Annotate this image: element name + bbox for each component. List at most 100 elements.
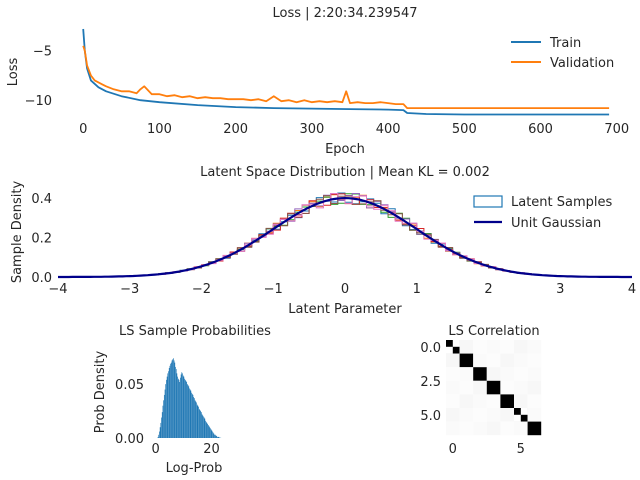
ls-corr-cell-6-6 [527, 421, 542, 436]
ls-prob-bar-38 [183, 376, 185, 438]
ls-prob-bar-58 [197, 405, 199, 438]
ls-prob-bar-42 [186, 382, 188, 438]
ls-prob-bar-7 [161, 412, 163, 438]
ls-prob-bar-29 [177, 376, 178, 438]
loss-plot-area: 0 100 200 300 400 500 600 700 −5 −10 [25, 28, 629, 137]
ls-prob-y-tick-label-0: 0.00 [115, 432, 144, 447]
latent-x-tick-label-6: 2 [484, 282, 492, 297]
ls-prob-bar-44 [187, 385, 189, 438]
ls-corr-cell-5-3 [486, 408, 501, 422]
latent-x-tick-label-2: −2 [192, 282, 211, 297]
ls-prob-bar-26 [175, 366, 176, 438]
latent-plot-area: −4 −3 −2 −1 0 1 2 3 4 0.0 0.2 0.4 [31, 192, 636, 297]
ls-prob-bar-86 [217, 436, 218, 438]
ls-prob-bar-59 [198, 406, 199, 438]
ls-prob-bar-2 [158, 434, 160, 438]
ls-prob-title: LS Sample Probabilities [119, 324, 271, 339]
ls-corr-cell-2-0 [446, 367, 460, 381]
ls-corr-title: LS Correlation [448, 324, 539, 339]
ls-prob-bar-28 [176, 373, 178, 438]
ls-prob-bar-32 [179, 382, 181, 438]
ls-prob-bar-34 [180, 374, 182, 438]
ls-prob-bar-12 [165, 384, 167, 438]
ls-corr-cell-2-6 [527, 367, 542, 381]
ls-corr-cell-6-4 [500, 421, 514, 436]
ls-prob-bar-67 [203, 417, 205, 438]
ls-corr-cell-2-3 [486, 367, 501, 381]
ls-prob-x-tick-label-0: 0 [151, 442, 159, 457]
loss-x-label: Epoch [325, 142, 365, 157]
ls-corr-cell-0-6 [527, 340, 542, 354]
ls-corr-cell-0-1 [459, 340, 474, 354]
ls-prob-bar-70 [205, 421, 207, 438]
latent-x-tick-label-7: 3 [556, 282, 564, 297]
ls-prob-bar-10 [163, 394, 165, 438]
loss-x-tick-label-4: 400 [376, 122, 401, 137]
ls-prob-bar-61 [199, 410, 201, 438]
latent-y-tick-label-2: 0.4 [31, 192, 52, 207]
legend-latent-samples-label: Latent Samples [511, 195, 613, 210]
ls-corr-cell-1-5 [514, 353, 528, 368]
ls-prob-bar-79 [212, 431, 213, 438]
ls-corr-cell-2-5 [514, 367, 528, 381]
ls-prob-bar-52 [193, 397, 195, 438]
latent-y-tick-label-0: 0.0 [31, 271, 52, 286]
ls-prob-bar-57 [196, 404, 198, 438]
legend-train-label: Train [549, 36, 581, 51]
ls-prob-bar-63 [200, 412, 202, 438]
ls-prob-bar-39 [184, 378, 185, 438]
ls-corr-y-tick-label-1: 2.5 [420, 375, 441, 390]
ls-prob-bar-48 [190, 390, 192, 438]
ls-corr-cell-3-0 [446, 380, 460, 395]
ls-corr-checker-b-0 [446, 346, 453, 354]
unit-gaussian-curve [58, 196, 632, 279]
ls-prob-bar-85 [216, 435, 218, 438]
ls-prob-bar-80 [212, 432, 214, 438]
ls-prob-bar-45 [188, 386, 190, 438]
loss-x-tick-label-6: 600 [528, 122, 553, 137]
ls-corr-y-tick-label-0: 0.0 [420, 341, 441, 356]
ls-prob-bar-75 [209, 427, 211, 438]
loss-x-tick-label-0: 0 [79, 122, 87, 137]
ls-prob-chart: LS Sample Probabilities 0 20 0.00 0.05 Log-… [93, 324, 271, 476]
ls-prob-plot-area: 0 20 0.00 0.05 [115, 358, 222, 457]
ls-corr-cell-5-6 [527, 408, 542, 422]
ls-prob-bar-83 [214, 434, 216, 438]
ls-corr-cell-4-6 [527, 394, 542, 408]
ls-corr-plot-area: 0 5 0.0 2.5 5.0 [420, 340, 542, 457]
ls-prob-x-tick-label-1: 20 [203, 442, 220, 457]
loss-x-tick-label-7: 700 [604, 122, 629, 137]
latent-x-tick-label-5: 1 [413, 282, 421, 297]
ls-prob-bar-47 [189, 389, 191, 438]
latent-title: Latent Space Distribution | Mean KL = 0.… [200, 165, 490, 180]
loss-chart: Loss | 2:20:34.239547 0 100 200 300 400 500 60… [6, 6, 629, 157]
latent-chart: Latent Space Distribution | Mean KL = 0.… [10, 165, 636, 317]
ls-corr-cell-3-4 [500, 380, 514, 395]
ls-corr-cell-5-2 [473, 408, 487, 422]
ls-corr-cell-5-4 [500, 408, 514, 422]
ls-prob-bar-60 [198, 408, 200, 438]
latent-x-tick-label-3: −1 [264, 282, 283, 297]
ls-corr-cell-3-2 [473, 380, 487, 395]
ls-prob-bar-25 [174, 362, 176, 438]
loss-y-tick-label-0: −5 [33, 45, 52, 60]
ls-corr-y-tick-label-2: 5.0 [420, 409, 441, 424]
ls-prob-bar-4 [159, 427, 161, 438]
ls-prob-bar-20 [170, 362, 172, 438]
latent-x-tick-label-4: 0 [341, 282, 349, 297]
ls-corr-cell-3-1 [459, 380, 474, 395]
ls-prob-bar-41 [185, 380, 187, 438]
loss-series-train-line [82, 28, 610, 116]
ls-prob-bar-72 [207, 424, 208, 438]
latent-legend: Latent Samples Unit Gaussian [473, 195, 613, 231]
ls-prob-bar-74 [208, 426, 210, 438]
ls-corr-cell-0-3 [486, 340, 501, 354]
ls-corr-cell-6-2 [473, 421, 487, 436]
ls-prob-bar-22 [172, 359, 174, 438]
ls-prob-bar-62 [200, 411, 201, 438]
ls-prob-bar-14 [166, 376, 168, 438]
ls-prob-bar-53 [194, 398, 195, 438]
ls-corr-x-tick-label-0: 0 [449, 442, 457, 457]
ls-prob-bar-19 [170, 363, 171, 438]
ls-prob-bar-23 [173, 358, 174, 438]
